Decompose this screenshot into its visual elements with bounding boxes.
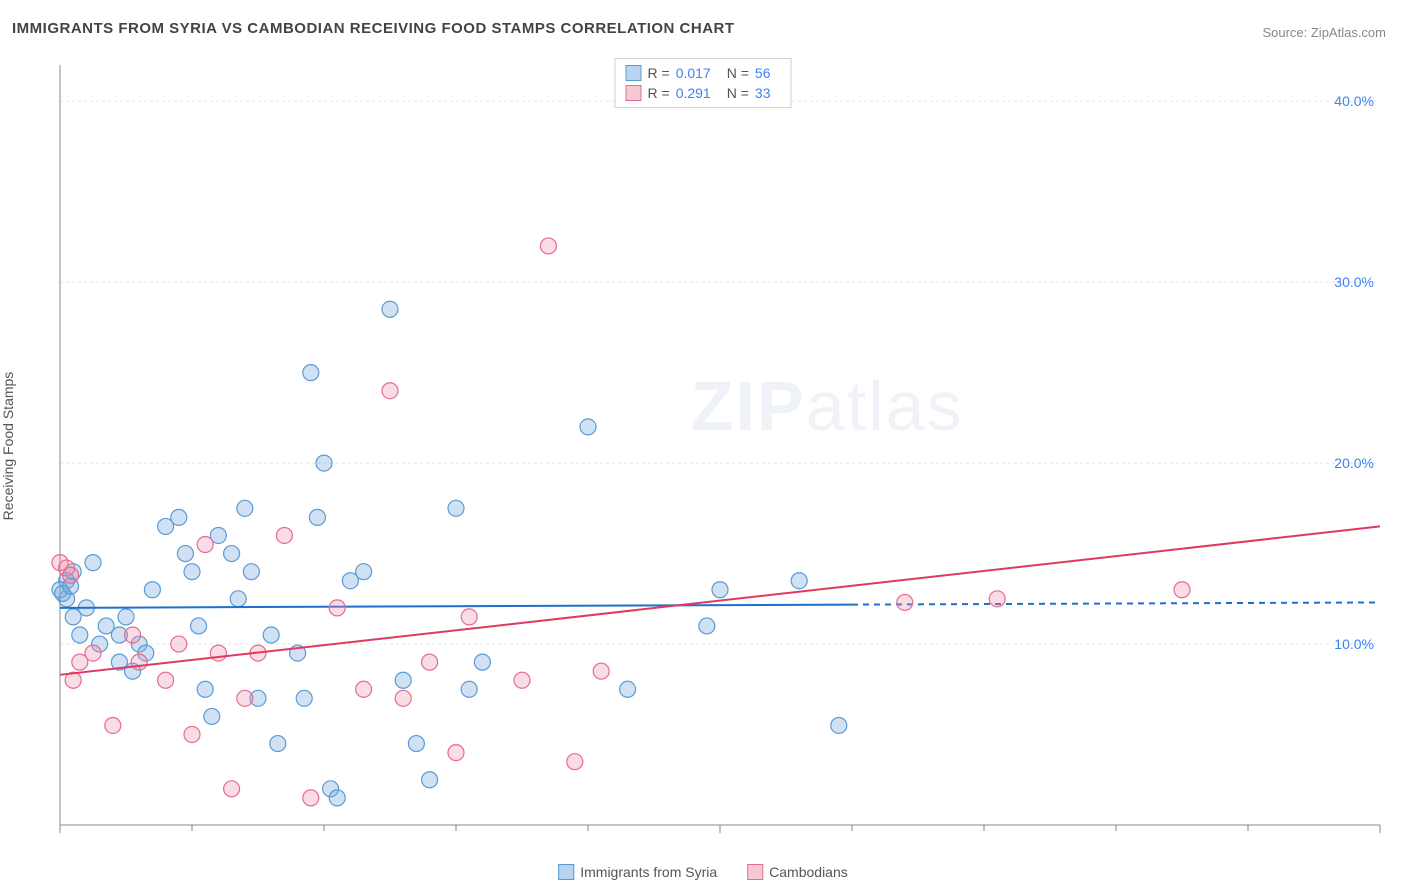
- series-legend: Immigrants from Syria Cambodians: [558, 864, 848, 880]
- svg-text:40.0%: 40.0%: [1334, 93, 1374, 109]
- source-label: Source:: [1262, 25, 1310, 40]
- r-value: 0.017: [676, 65, 711, 81]
- source-link[interactable]: ZipAtlas.com: [1311, 25, 1386, 40]
- legend-item: Cambodians: [747, 864, 848, 880]
- legend-swatch: [626, 85, 642, 101]
- source-credit: Source: ZipAtlas.com: [1262, 25, 1386, 40]
- r-label: R =: [648, 85, 670, 101]
- svg-text:20.0%: 20.0%: [1334, 455, 1374, 471]
- n-label: N =: [727, 85, 749, 101]
- scatter-chart: 0.0%10.0%10.0%20.0%30.0%40.0%: [50, 55, 1390, 835]
- r-label: R =: [648, 65, 670, 81]
- chart-title: IMMIGRANTS FROM SYRIA VS CAMBODIAN RECEI…: [12, 20, 735, 37]
- stats-row: R = 0.017 N = 56: [626, 63, 781, 83]
- legend-label: Cambodians: [769, 864, 848, 880]
- stats-row: R = 0.291 N = 33: [626, 83, 781, 103]
- chart-area: 0.0%10.0%10.0%20.0%30.0%40.0% ZIPatlas: [50, 55, 1390, 835]
- stats-legend: R = 0.017 N = 56 R = 0.291 N = 33: [615, 58, 792, 108]
- legend-label: Immigrants from Syria: [580, 864, 717, 880]
- legend-swatch: [558, 864, 574, 880]
- legend-swatch: [626, 65, 642, 81]
- svg-text:30.0%: 30.0%: [1334, 274, 1374, 290]
- legend-item: Immigrants from Syria: [558, 864, 717, 880]
- y-axis-label: Receiving Food Stamps: [0, 372, 16, 521]
- n-value: 33: [755, 85, 771, 101]
- n-value: 56: [755, 65, 771, 81]
- legend-swatch: [747, 864, 763, 880]
- r-value: 0.291: [676, 85, 711, 101]
- n-label: N =: [727, 65, 749, 81]
- svg-text:10.0%: 10.0%: [1334, 636, 1374, 652]
